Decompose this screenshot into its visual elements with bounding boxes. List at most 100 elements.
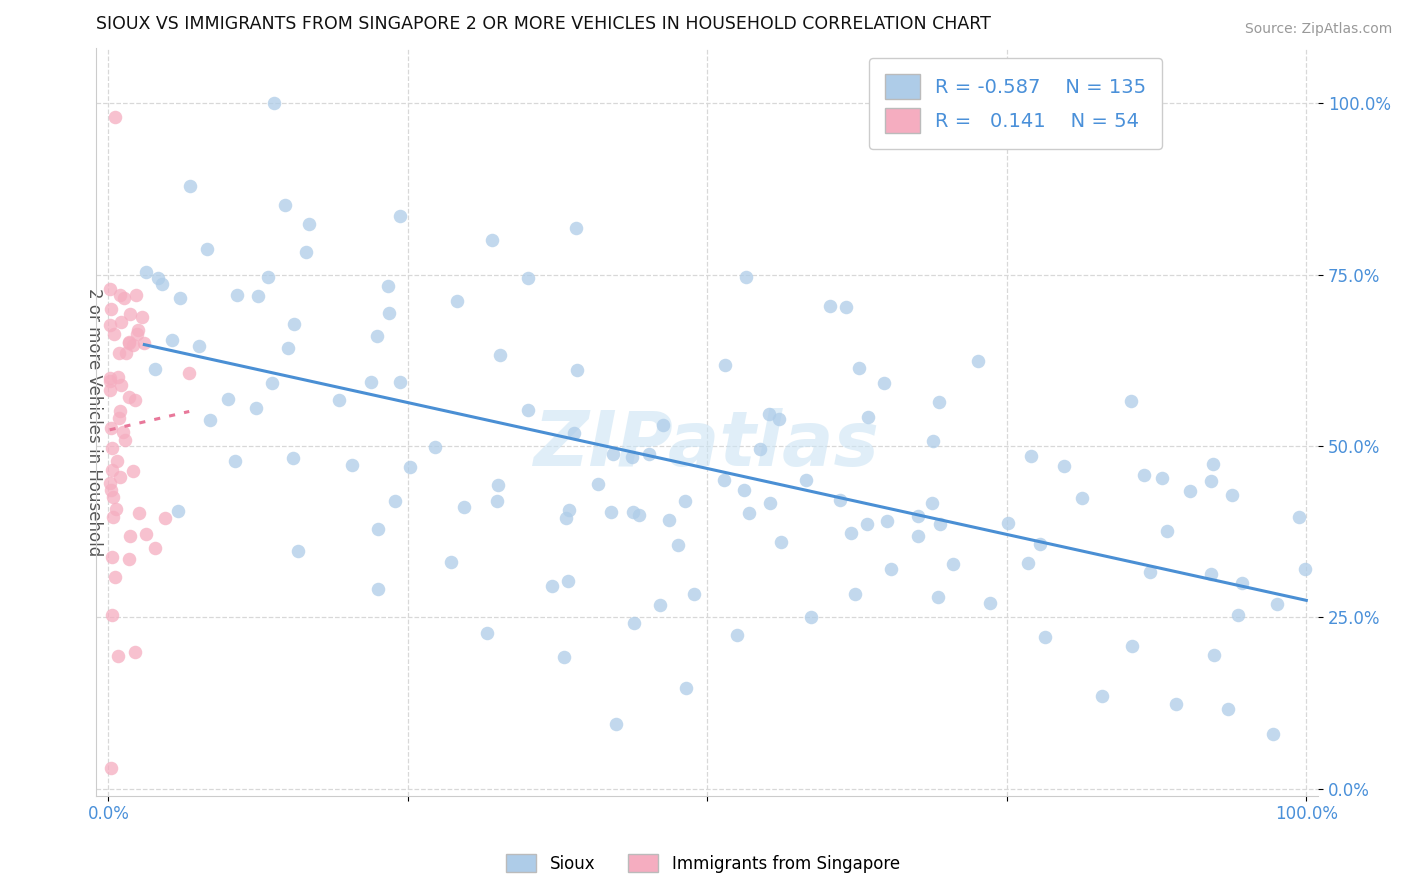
Point: [749, 442, 772, 456]
Point: [1261, 727, 1284, 741]
Point: [105, 453, 128, 467]
Point: [725, 628, 748, 642]
Point: [477, 626, 499, 640]
Point: [103, 327, 125, 342]
Point: [734, 269, 756, 284]
Point: [623, 615, 645, 630]
Point: [124, 645, 146, 659]
Point: [148, 270, 170, 285]
Point: [125, 327, 148, 342]
Point: [1053, 458, 1076, 473]
Point: [486, 494, 509, 508]
Point: [627, 508, 650, 522]
Point: [101, 463, 124, 477]
Point: [107, 370, 129, 384]
Point: [287, 544, 309, 558]
Point: [150, 277, 173, 291]
Point: [101, 442, 124, 456]
Point: [967, 354, 990, 368]
Point: [834, 300, 856, 314]
Point: [1265, 597, 1288, 611]
Point: [112, 291, 135, 305]
Point: [1232, 576, 1254, 591]
Point: [281, 450, 304, 465]
Point: [844, 587, 866, 601]
Point: [733, 483, 755, 498]
Point: [648, 598, 671, 612]
Point: [135, 527, 157, 541]
Point: [366, 329, 388, 343]
Point: [759, 496, 782, 510]
Point: [673, 493, 696, 508]
Point: [1033, 630, 1056, 644]
Point: [769, 534, 792, 549]
Point: [713, 473, 735, 487]
Point: [855, 516, 877, 531]
Point: [921, 496, 943, 510]
Point: [557, 574, 579, 588]
Point: [389, 375, 412, 389]
Point: [907, 508, 929, 523]
Point: [453, 500, 475, 514]
Point: [100, 761, 122, 775]
Point: [675, 681, 697, 696]
Point: [658, 513, 681, 527]
Point: [1199, 474, 1222, 488]
Point: [118, 335, 141, 350]
Point: [602, 447, 624, 461]
Point: [108, 470, 131, 484]
Point: [1071, 491, 1094, 505]
Point: [283, 317, 305, 331]
Point: [928, 517, 950, 532]
Point: [120, 529, 142, 543]
Point: [295, 245, 318, 260]
Text: SIOUX VS IMMIGRANTS FROM SINGAPORE 2 OR MORE VEHICLES IN HOUSEHOLD CORRELATION C: SIOUX VS IMMIGRANTS FROM SINGAPORE 2 OR …: [97, 15, 991, 33]
Point: [1226, 607, 1249, 622]
Point: [118, 390, 141, 404]
Text: Source: ZipAtlas.com: Source: ZipAtlas.com: [1244, 22, 1392, 37]
Point: [876, 514, 898, 528]
Point: [122, 464, 145, 478]
Point: [839, 525, 862, 540]
Point: [101, 608, 124, 623]
Point: [367, 582, 389, 596]
Point: [562, 426, 585, 441]
Point: [118, 551, 141, 566]
Point: [197, 243, 219, 257]
Point: [738, 506, 761, 520]
Point: [1294, 562, 1316, 576]
Point: [599, 505, 621, 519]
Legend: Sioux, Immigrants from Singapore: Sioux, Immigrants from Singapore: [499, 847, 907, 880]
Point: [1119, 393, 1142, 408]
Point: [98, 282, 121, 296]
Point: [104, 570, 127, 584]
Point: [800, 609, 823, 624]
Point: [246, 289, 269, 303]
Point: [858, 410, 880, 425]
Point: [257, 269, 280, 284]
Point: [108, 403, 131, 417]
Point: [516, 271, 538, 285]
Point: [98, 371, 121, 385]
Point: [553, 650, 575, 665]
Point: [1164, 698, 1187, 712]
Point: [555, 510, 578, 524]
Point: [135, 265, 157, 279]
Point: [605, 717, 627, 731]
Point: [666, 538, 689, 552]
Point: [98, 383, 121, 397]
Point: [565, 220, 588, 235]
Point: [110, 315, 132, 329]
Point: [683, 587, 706, 601]
Point: [446, 293, 468, 308]
Point: [100, 483, 122, 497]
Legend: R = -0.587    N = 135, R =   0.141    N = 54: R = -0.587 N = 135, R = 0.141 N = 54: [869, 58, 1161, 149]
Point: [200, 413, 222, 427]
Point: [907, 529, 929, 543]
Point: [225, 288, 247, 302]
Point: [367, 522, 389, 536]
Point: [1091, 690, 1114, 704]
Point: [541, 579, 564, 593]
Point: [1220, 488, 1243, 502]
Point: [1204, 648, 1226, 662]
